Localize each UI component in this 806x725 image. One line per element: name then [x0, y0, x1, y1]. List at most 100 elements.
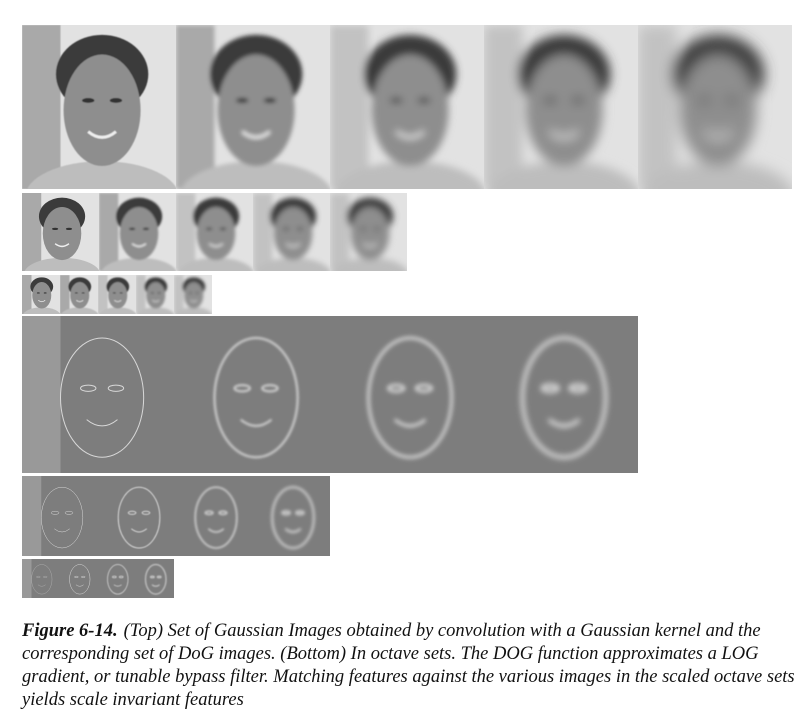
eye-edge [118, 575, 124, 579]
gaussian-image [99, 193, 176, 271]
image-content [271, 486, 315, 549]
foliage [253, 193, 273, 271]
eye [373, 227, 381, 231]
dog-image [22, 316, 176, 473]
eye-edge [74, 575, 79, 578]
face-edge [145, 563, 167, 595]
shoulders [61, 307, 98, 314]
eye [65, 227, 73, 231]
face [350, 207, 390, 261]
image-content [638, 25, 792, 189]
eye [195, 292, 199, 294]
gaussian-image [330, 193, 407, 271]
foliage [22, 193, 42, 271]
eye [544, 97, 557, 103]
mouth-edge [86, 419, 118, 427]
image-content [367, 336, 454, 459]
face-edge [520, 335, 608, 460]
mouth [152, 300, 160, 303]
mouth-edge [393, 418, 427, 428]
eye [236, 97, 249, 103]
shoulders [178, 257, 253, 271]
image-content [22, 559, 53, 598]
eye [571, 97, 585, 103]
image-content [22, 476, 84, 556]
eye [296, 227, 304, 231]
mouth [549, 130, 579, 139]
face [42, 207, 82, 261]
dog-image [60, 559, 98, 598]
face [108, 282, 128, 309]
image-background [136, 559, 174, 598]
eye-edge [540, 383, 560, 394]
eye-edge [218, 510, 228, 516]
gaussian-image [98, 275, 136, 314]
texture [22, 476, 42, 556]
eye-edge [81, 575, 86, 578]
eye-edge [387, 383, 406, 393]
image-content [22, 25, 176, 189]
foliage [60, 275, 70, 314]
dog-image [22, 559, 60, 598]
foliage [330, 25, 369, 189]
mouth [114, 300, 122, 303]
shoulders [24, 257, 99, 271]
shoulders [101, 257, 176, 271]
shoulders [99, 307, 136, 314]
foliage [176, 193, 196, 271]
dog-image [136, 559, 174, 598]
shoulders [23, 307, 60, 314]
face [196, 207, 236, 261]
eye [206, 227, 213, 231]
face [119, 207, 159, 261]
mouth [190, 300, 198, 303]
image-background [253, 476, 330, 556]
dog-image [484, 316, 638, 473]
eye [81, 292, 85, 294]
image-content [330, 193, 407, 271]
dog-image [22, 476, 99, 556]
image-content [213, 336, 299, 459]
face [63, 54, 141, 167]
dog-image [330, 316, 484, 473]
eye [82, 97, 95, 103]
eye [119, 292, 123, 294]
image-content [176, 193, 253, 271]
eye [263, 97, 277, 103]
mouth [131, 243, 147, 248]
image-content [520, 335, 608, 460]
mouth-edge [240, 418, 273, 427]
image-background [176, 316, 330, 473]
gaussian-image [136, 275, 174, 314]
image-content [107, 564, 129, 595]
image-content [145, 563, 167, 595]
image-background [330, 316, 484, 473]
image-content [136, 275, 174, 314]
eye-edge [414, 383, 434, 393]
eye [142, 227, 150, 231]
mouth [395, 130, 425, 139]
eye-edge [64, 510, 74, 515]
shoulders [137, 307, 174, 314]
mouth-edge [547, 418, 581, 428]
image-background [484, 316, 638, 473]
eye [43, 292, 47, 294]
image-content [330, 25, 484, 189]
face [525, 54, 603, 167]
dog-image [99, 476, 176, 556]
gaussian-image [60, 275, 98, 314]
eye [390, 97, 403, 103]
dog-image [253, 476, 330, 556]
eye-edge [80, 384, 97, 392]
mouth-edge [54, 528, 70, 533]
shoulders [489, 161, 638, 189]
caption-text: (Top) Set of Gaussian Images obtained by… [22, 621, 795, 710]
face-edge [41, 486, 84, 549]
figure-caption: Figure 6-14. (Top) Set of Gaussian Images… [22, 620, 798, 712]
image-background [99, 476, 176, 556]
texture [22, 559, 32, 598]
eye-edge [568, 383, 588, 394]
face-edge [60, 337, 145, 458]
mouth [87, 130, 117, 139]
image-background [176, 476, 253, 556]
